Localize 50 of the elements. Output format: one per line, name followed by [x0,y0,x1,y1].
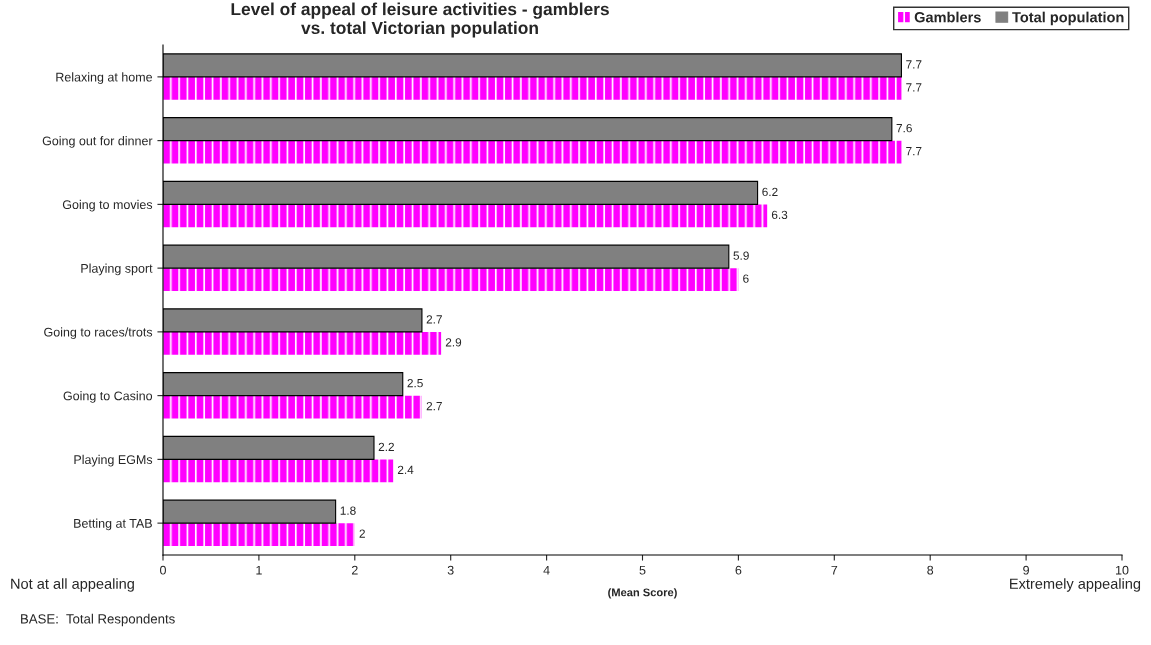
text: Extremely appealing [1010,578,1141,592]
data-label: 2.2 [378,442,394,451]
data-label: 2 [359,529,365,538]
y-tick-label: Going out for dinner [42,136,153,148]
x-tick-label: 4 [543,565,550,575]
data-label: 2.7 [426,315,442,324]
data-label: 7.7 [906,147,922,156]
data-label: 7.7 [906,83,922,92]
bar [163,76,902,100]
data-label: 2.4 [397,465,414,474]
data-label: 2.5 [407,378,423,388]
bar [163,204,768,228]
x-tick-label: 7 [831,565,838,575]
data-label: 2.7 [426,401,442,411]
data-label: 5.9 [733,251,749,260]
y-tick-label: Playing sport [81,263,153,276]
x-tick-label: 8 [927,565,934,575]
bar [163,331,442,355]
x-tick-label: 10 [1116,565,1129,575]
data-label: 6 [743,274,749,283]
bar [163,459,394,483]
text: Not at all appealing [11,578,134,592]
x-axis-title: (Mean Score) [608,588,677,599]
x-tick-label: 0 [160,565,166,575]
data-label: 1.8 [340,506,356,515]
data-label: 7.6 [896,123,912,133]
x-tick-label: 9 [1023,565,1029,575]
bar [163,523,355,547]
y-tick-label: Going to movies [62,199,153,212]
text: BASE: Total Respondents [21,613,175,627]
legend-label: Gamblers [914,11,981,23]
y-tick-label: Playing EGMs [74,454,153,467]
y-tick-label: Going to Casino [63,391,153,403]
y-tick-label: Relaxing at home [56,72,153,84]
data-label: 6.3 [771,210,788,220]
data-label: 7.7 [906,60,922,69]
x-tick-label: 1 [256,565,262,575]
y-tick-label: Going to races/trots [44,327,153,339]
chart-title: Level of appeal of leisure activities - gamblers vs. total Victorian population [231,2,609,38]
data-label: 2.9 [445,338,462,347]
x-tick-label: 3 [447,565,454,575]
bar [163,140,902,164]
x-tick-label: 2 [351,565,358,575]
data-label: 6.2 [762,187,778,197]
bar [163,395,422,419]
x-tick-label: 5 [639,565,646,575]
x-tick-label: 6 [735,565,742,575]
bar [163,268,739,292]
legend-label: Total population [1012,11,1124,26]
y-tick-label: Betting at TAB [74,518,152,531]
